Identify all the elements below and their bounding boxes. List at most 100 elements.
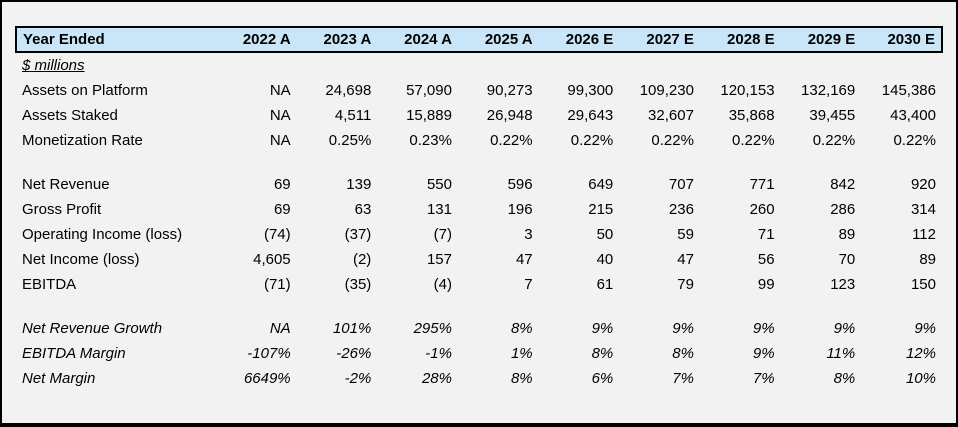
cell-value: 9% — [672, 320, 694, 337]
cell-value: (7) — [433, 226, 452, 243]
row-label: Monetization Rate — [22, 132, 143, 149]
cell-value: 8% — [510, 320, 533, 337]
cell-value: 47 — [515, 251, 533, 268]
cell-value: 99 — [757, 276, 775, 293]
header-year-ended: Year Ended — [15, 26, 216, 53]
cell-value: 150 — [910, 276, 936, 293]
cell-value: 707 — [668, 176, 694, 193]
cell-value: 61 — [596, 276, 614, 293]
sheet-area: Year Ended 2022 A 2023 A 2024 A 2025 A 2026 … — [2, 2, 956, 391]
cell-value: (74) — [263, 226, 291, 243]
cell-value: 6649% — [243, 370, 291, 387]
cell-value: 71 — [757, 226, 775, 243]
cell-value: 157 — [426, 251, 452, 268]
cell-value: 0.22% — [651, 132, 694, 149]
cell-value: 3 — [524, 226, 533, 243]
cell-value: 649 — [588, 176, 614, 193]
column-header: 2027 E — [619, 26, 700, 53]
table-row: EBITDA (71) (35) (4) 7 61 79 99 123 150 — [16, 272, 942, 297]
section-spacer-cell — [16, 153, 942, 172]
cell-value: 11% — [826, 345, 856, 362]
row-label: EBITDA Margin — [22, 345, 126, 362]
cell-value: 215 — [588, 201, 614, 218]
units-label: $ millions — [22, 57, 85, 74]
table-row: Assets Staked NA 4,511 15,889 26,948 29,643 32… — [16, 103, 942, 128]
cell-value: (71) — [263, 276, 291, 293]
row-label: EBITDA — [22, 276, 77, 293]
cell-value: 89 — [919, 251, 936, 268]
cell-value: 0.23% — [409, 132, 452, 149]
cell-value: -2% — [344, 370, 372, 387]
cell-value: 69 — [273, 201, 291, 218]
cell-value: 920 — [910, 176, 936, 193]
cell-value: 79 — [677, 276, 694, 293]
cell-value: 32,607 — [648, 107, 694, 124]
cell-value: 0.22% — [893, 132, 936, 149]
cell-value: 0.25% — [328, 132, 372, 149]
cell-value: 139 — [346, 176, 372, 193]
cell-value: 89 — [838, 226, 856, 243]
section-spacer — [16, 153, 942, 172]
cell-value: 7% — [672, 370, 694, 387]
cell-value: -107% — [247, 345, 291, 362]
cell-value: 28% — [421, 370, 452, 387]
table-row: Net Margin 6649% -2% 28% 8% 6% 7% 7% 8% 10% — [16, 366, 942, 391]
column-header: 2024 A — [377, 26, 458, 53]
cell-value: 842 — [830, 176, 856, 193]
cell-value: 314 — [910, 201, 936, 218]
cell-value: 35,868 — [728, 107, 775, 124]
cell-value: 295% — [413, 320, 452, 337]
cell-value: 15,889 — [406, 107, 452, 124]
cell-value: 12% — [905, 345, 936, 362]
cell-value: 8% — [833, 370, 856, 387]
cell-value: 145,386 — [881, 82, 936, 99]
cell-value: NA — [269, 107, 291, 124]
cell-value: 69 — [273, 176, 291, 193]
column-header: 2030 E — [861, 26, 943, 53]
cell-value: 101% — [332, 320, 372, 337]
row-label: Net Income (loss) — [22, 251, 140, 268]
cell-value: 4,511 — [334, 107, 372, 124]
row-label: Net Margin — [22, 370, 96, 387]
column-header: 2022 A — [216, 26, 297, 53]
row-label: Assets Staked — [22, 107, 118, 124]
units-row: $ millions — [16, 52, 942, 78]
column-header: 2029 E — [780, 26, 862, 53]
table-row: EBITDA Margin -107% -26% -1% 1% 8% 8% 9% 11% 12% — [16, 341, 942, 366]
cell-value: 1% — [510, 345, 533, 362]
cell-value: 29,643 — [567, 107, 614, 124]
table-row: Net Income (loss) 4,605 (2) 157 47 40 47 56 70 89 — [16, 247, 942, 272]
cell-value: 550 — [426, 176, 452, 193]
cell-value: 59 — [677, 226, 694, 243]
section-spacer-cell — [16, 297, 942, 316]
cell-value: 40 — [596, 251, 614, 268]
cell-value: 9% — [591, 320, 614, 337]
cell-value: 771 — [749, 176, 775, 193]
row-label: Net Revenue Growth — [22, 320, 163, 337]
cell-value: 286 — [830, 201, 856, 218]
cell-value: 26,948 — [486, 107, 533, 124]
cell-value: 70 — [838, 251, 856, 268]
cell-value: 6% — [591, 370, 614, 387]
units-row-filler — [216, 52, 942, 78]
table-row: Net Revenue Growth NA 101% 295% 8% 9% 9% 9% 9% 9% — [16, 316, 942, 341]
cell-value: 9% — [833, 320, 856, 337]
cell-value: 0.22% — [812, 132, 856, 149]
cell-value: 10% — [905, 370, 936, 387]
cell-value: 0.22% — [732, 132, 775, 149]
cell-value: 236 — [668, 201, 694, 218]
cell-value: 596 — [507, 176, 533, 193]
cell-value: 9% — [752, 345, 775, 362]
cell-value: 24,698 — [325, 82, 372, 99]
cell-value: (37) — [344, 226, 372, 243]
cell-value: (4) — [433, 276, 452, 293]
cell-value: 57,090 — [406, 82, 452, 99]
cell-value: 131 — [426, 201, 452, 218]
cell-value: 8% — [591, 345, 614, 362]
row-label: Net Revenue — [22, 176, 110, 193]
cell-value: NA — [269, 320, 291, 337]
cell-value: 7 — [524, 276, 533, 293]
cell-value: 8% — [672, 345, 694, 362]
cell-value: 43,400 — [890, 107, 936, 124]
